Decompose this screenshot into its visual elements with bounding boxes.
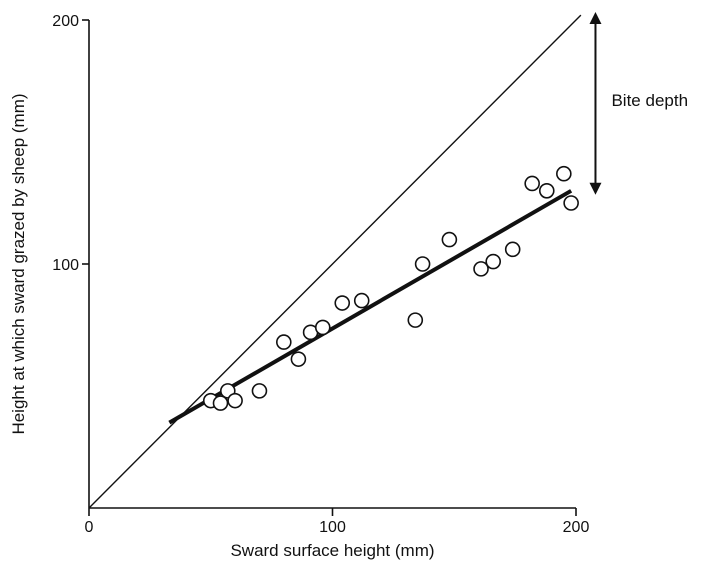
data-point <box>275 334 292 350</box>
x-axis-title: Sward surface height (mm) <box>230 541 434 560</box>
data-point <box>227 392 243 409</box>
bite-depth-label: Bite depth <box>611 91 688 110</box>
x-tick-label: 100 <box>319 519 346 536</box>
axis-ticks: 100 200 0 100 200 <box>52 13 589 536</box>
data-point <box>314 319 331 336</box>
y-axis-title: Height at which sward grazed by sheep (m… <box>9 93 28 434</box>
data-point <box>251 383 268 399</box>
data-point <box>334 295 351 311</box>
data-point <box>407 312 424 328</box>
x-tick-label: 0 <box>85 519 94 536</box>
data-point <box>441 231 458 248</box>
x-tick-label: 200 <box>563 519 590 536</box>
y-tick-label: 100 <box>52 257 79 274</box>
data-points <box>202 165 579 411</box>
data-point <box>504 241 521 258</box>
bite-depth-annotation: Bite depth <box>589 12 688 195</box>
data-point <box>538 183 555 199</box>
data-point <box>524 175 540 192</box>
arrowhead-up-icon <box>589 12 602 24</box>
identity-line <box>88 14 582 509</box>
data-point <box>485 253 502 270</box>
data-point <box>556 165 572 182</box>
data-point <box>290 351 307 367</box>
regression-line <box>168 189 573 425</box>
data-point <box>473 261 489 277</box>
data-point <box>414 256 431 272</box>
data-point <box>212 395 229 411</box>
arrowhead-down-icon <box>589 182 602 195</box>
data-point <box>353 292 370 309</box>
y-tick-label: 200 <box>52 13 79 30</box>
data-point <box>563 195 579 211</box>
